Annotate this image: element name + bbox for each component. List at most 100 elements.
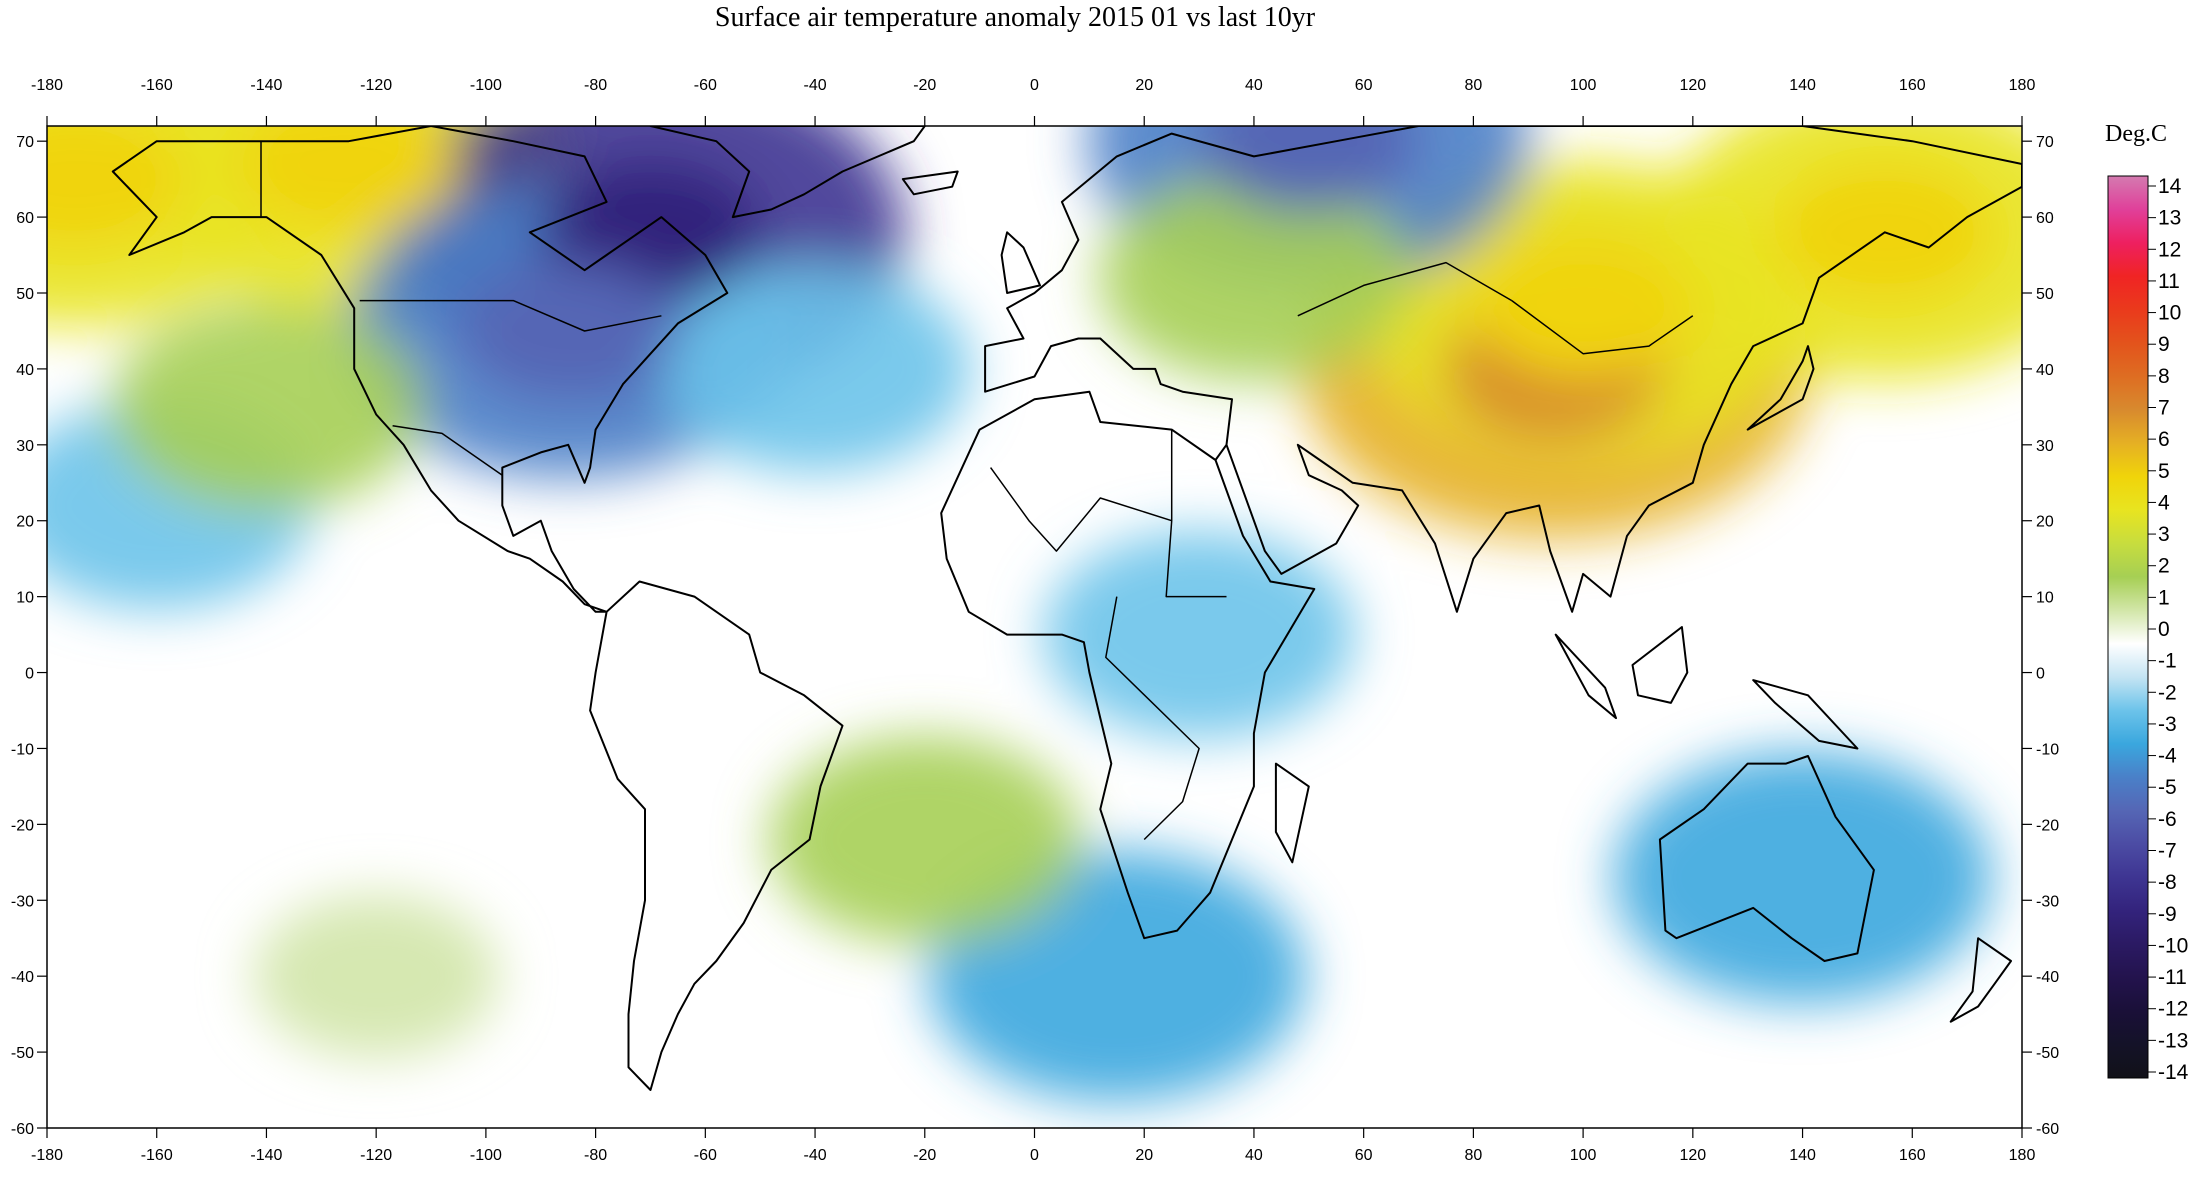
y-tick-left-label: -50 <box>11 1045 34 1062</box>
y-tick-right-label: 30 <box>2036 438 2054 455</box>
x-tick-bottom-label: 60 <box>1355 1147 1373 1164</box>
coastline-new-zealand <box>1949 937 2012 1023</box>
y-tick-right-label: 50 <box>2036 286 2054 303</box>
x-tick-top-label: 20 <box>1135 77 1153 94</box>
colorbar-label: 11 <box>2158 270 2180 293</box>
x-tick-top-label: -140 <box>250 77 282 94</box>
x-tick-top-label: -160 <box>141 77 173 94</box>
border-us-canada <box>359 299 662 332</box>
y-tick-left-label: 30 <box>16 438 34 455</box>
colorbar: Deg.C 14131211109876543210-1-2-3-4-5-6-7… <box>2105 121 2189 1084</box>
colorbar-label: -10 <box>2158 934 2188 957</box>
border-us-mexico <box>392 425 503 476</box>
anomaly-core-4 <box>47 126 185 250</box>
x-tick-top-label: -40 <box>803 77 826 94</box>
x-tick-top-label: 60 <box>1355 77 1373 94</box>
x-tick-bottom-label: -160 <box>141 1147 173 1164</box>
x-tick-bottom-label: 80 <box>1464 1147 1482 1164</box>
colorbar-label: 13 <box>2158 207 2181 230</box>
coastline-australia <box>1658 755 1875 962</box>
coastline-africa <box>940 390 1316 940</box>
y-tick-right-label: 60 <box>2036 210 2054 227</box>
coastlines-and-borders <box>111 126 2022 1091</box>
x-tick-top-label: -180 <box>31 77 63 94</box>
y-tick-left-label: -40 <box>11 969 34 986</box>
x-tick-top-label: 120 <box>1679 77 1706 94</box>
colorbar-label: -13 <box>2158 1029 2188 1052</box>
colorbar-label: -2 <box>2158 681 2177 704</box>
anomaly-core-1 <box>1473 238 1694 379</box>
border-china-mongolia <box>1511 299 1694 355</box>
y-tick-left-label: -20 <box>11 817 34 834</box>
x-tick-top-label: 0 <box>1030 77 1039 94</box>
colorbar-label: -1 <box>2158 650 2177 673</box>
anomaly-blob-14 <box>768 735 1081 944</box>
y-tick-right-label: -20 <box>2036 817 2059 834</box>
y-tick-left-label: -60 <box>11 1121 34 1138</box>
coastline-borneo <box>1631 626 1689 704</box>
y-tick-right-label: -50 <box>2036 1045 2059 1062</box>
coastline-madagascar <box>1274 762 1310 864</box>
x-tick-bottom-label: -180 <box>31 1147 63 1164</box>
colorbar-label: -5 <box>2158 776 2177 799</box>
colorbar-label: -11 <box>2158 966 2187 989</box>
x-tick-bottom-label: 100 <box>1570 1147 1597 1164</box>
anomaly-blob-10 <box>1043 530 1356 739</box>
y-tick-left-label: -30 <box>11 893 34 910</box>
colorbar-label: -9 <box>2158 903 2177 926</box>
coastline-japan <box>1746 345 1815 431</box>
x-tick-bottom-label: -140 <box>250 1147 282 1164</box>
x-tick-top-label: -60 <box>694 77 717 94</box>
anomaly-blob-12 <box>659 264 972 473</box>
y-tick-left-label: 0 <box>25 666 34 683</box>
x-tick-bottom-label: 20 <box>1135 1147 1153 1164</box>
x-tick-bottom-label: 160 <box>1899 1147 1926 1164</box>
y-tick-left-label: -10 <box>11 741 34 758</box>
x-tick-bottom-label: 40 <box>1245 1147 1263 1164</box>
x-tick-bottom-label: 140 <box>1789 1147 1816 1164</box>
x-tick-bottom-label: 0 <box>1030 1147 1039 1164</box>
anomaly-blob-16 <box>1097 173 1410 382</box>
colorbar-label: 14 <box>2158 175 2182 198</box>
x-tick-top-label: -120 <box>360 77 392 94</box>
coastline-arabia-sea <box>1214 444 1228 461</box>
anomaly-core-3 <box>238 126 459 234</box>
border-central-africa <box>1105 596 1200 841</box>
anomaly-field <box>47 126 2022 1103</box>
anomaly-blob-8 <box>1613 751 1992 1004</box>
anomaly-core-7 <box>1198 126 1419 212</box>
x-tick-top-label: 80 <box>1464 77 1482 94</box>
x-axis-top: -180 -160 -140 -120 -100 -80 -60 -40 -20 0 20 40 60 8… <box>31 77 2035 126</box>
colorbar-label: -3 <box>2158 713 2177 736</box>
y-tick-right-label: 70 <box>2036 134 2054 151</box>
y-tick-left-label: 10 <box>16 590 34 607</box>
y-tick-left-label: 70 <box>16 134 34 151</box>
x-tick-bottom-label: -120 <box>360 1147 392 1164</box>
x-tick-top-label: 180 <box>2009 77 2036 94</box>
x-tick-bottom-label: -80 <box>584 1147 607 1164</box>
colorbar-label: -14 <box>2158 1061 2189 1084</box>
border-sahara-west <box>989 467 1172 552</box>
x-tick-top-label: 160 <box>1899 77 1926 94</box>
x-tick-top-label: 40 <box>1245 77 1263 94</box>
y-tick-left-label: 40 <box>16 362 34 379</box>
x-tick-bottom-label: -100 <box>470 1147 502 1164</box>
y-axis-right: 70 60 50 40 30 20 10 0 -10 -20 -30 -40 -50 -60 <box>2022 134 2059 1138</box>
colorbar-label: 4 <box>2158 491 2170 514</box>
colorbar-label: 2 <box>2158 555 2170 578</box>
y-tick-right-label: 20 <box>2036 514 2054 531</box>
colorbar-label: 6 <box>2158 428 2170 451</box>
colorbar-title: Deg.C <box>2105 121 2167 147</box>
colorbar-label: 12 <box>2158 238 2181 261</box>
anomaly-core-6 <box>458 260 679 401</box>
x-tick-top-label: 140 <box>1789 77 1816 94</box>
colorbar-label: -8 <box>2158 871 2177 894</box>
colorbar-label: 10 <box>2158 302 2181 325</box>
colorbar-label: 9 <box>2158 333 2170 356</box>
coastline-uk <box>1000 231 1041 294</box>
colorbar-labels: 14131211109876543210-1-2-3-4-5-6-7-8-9-1… <box>2148 175 2189 1084</box>
map-title: Surface air temperature anomaly 2015 01 … <box>715 2 1316 33</box>
border-sahara-east <box>1165 429 1227 598</box>
x-tick-top-label: -100 <box>470 77 502 94</box>
coastline-greenland <box>649 126 926 219</box>
